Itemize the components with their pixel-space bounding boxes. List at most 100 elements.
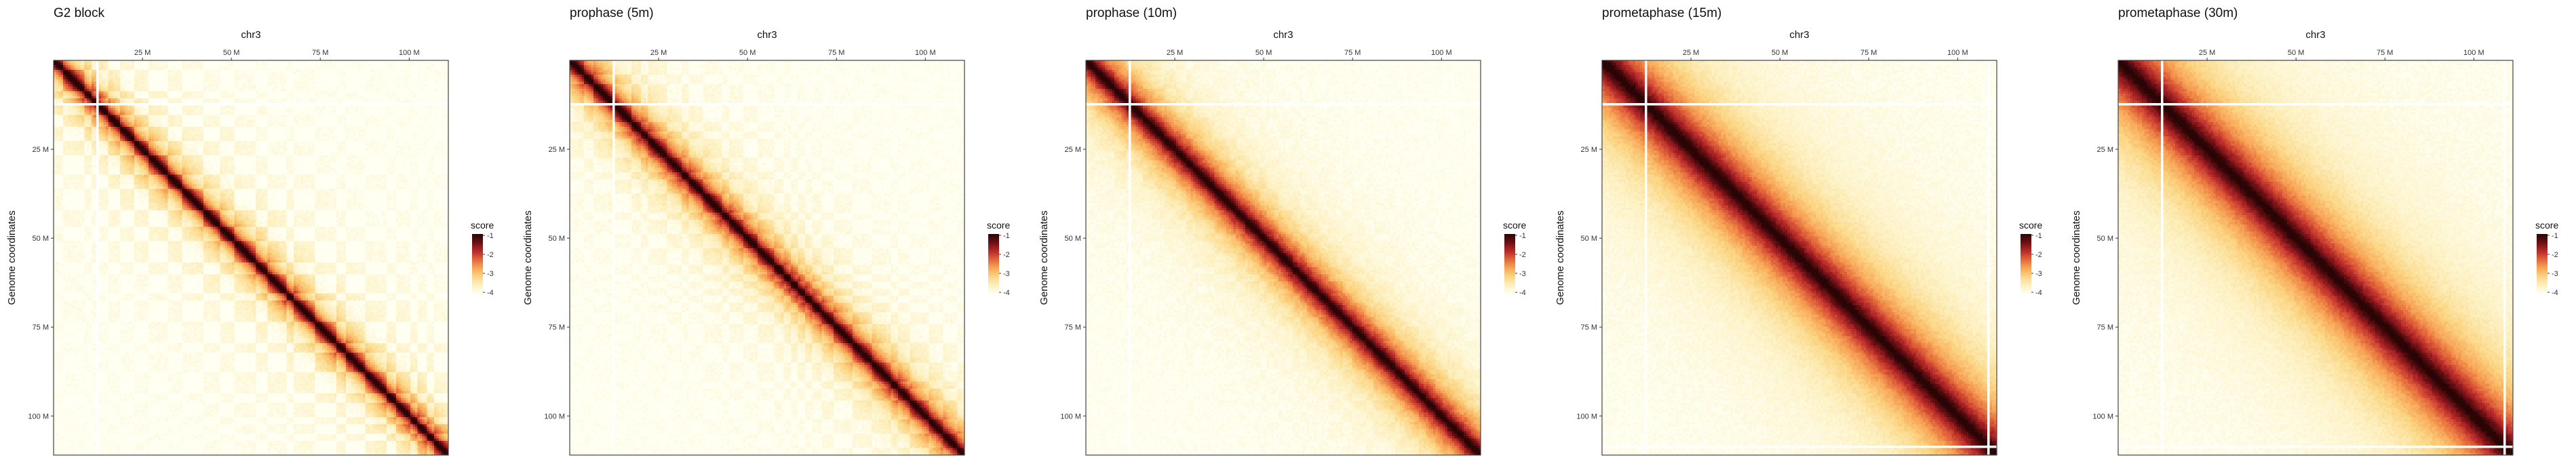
colorbar-tick-label: -4 xyxy=(2552,289,2558,297)
colorbar-tick-label: -2 xyxy=(1519,251,1526,259)
y-tick-label: 75 M xyxy=(1581,324,1597,332)
colorbar-tick-label: -2 xyxy=(2035,251,2042,259)
y-tick-label: 100 M xyxy=(28,412,49,420)
colorbar-tick-label: -3 xyxy=(1519,270,1526,278)
y-axis-label: Genome coordinates xyxy=(1555,210,1566,305)
x-tick-label: 75 M xyxy=(312,49,328,57)
colorbar-title: score xyxy=(471,220,494,231)
colorbar xyxy=(472,234,483,294)
chart-title: prophase (10m) xyxy=(1086,6,1177,20)
x-tick-label: 25 M xyxy=(650,49,667,57)
y-axis-label: Genome coordinates xyxy=(1038,210,1050,305)
y-tick-label: 75 M xyxy=(549,324,565,332)
y-tick-label: 50 M xyxy=(2097,235,2113,243)
colorbar-title: score xyxy=(2019,220,2042,231)
x-tick-label: 50 M xyxy=(223,49,239,57)
x-tick-label: 50 M xyxy=(739,49,756,57)
y-tick-label: 25 M xyxy=(1581,146,1597,154)
colorbar xyxy=(988,234,999,294)
x-tick-label: 25 M xyxy=(2199,49,2215,57)
colorbar-tick-label: -2 xyxy=(1003,251,1010,259)
colorbar-tick-label: -4 xyxy=(1003,289,1010,297)
plot-frame xyxy=(1601,60,1997,456)
y-axis-label: Genome coordinates xyxy=(6,210,18,305)
heatmap-panel-2: prophase (5m) chr3 Genome coordinates 25 M 2… xyxy=(522,6,1010,456)
heatmap-matrix xyxy=(54,60,448,455)
y-tick-label: 75 M xyxy=(33,324,49,332)
y-tick-label: 25 M xyxy=(2097,146,2113,154)
colorbar-tick-label: -4 xyxy=(2035,289,2042,297)
colorbar-title: score xyxy=(987,220,1010,231)
colorbar-tick-label: -1 xyxy=(487,232,494,240)
colorbar-tick-label: -1 xyxy=(1519,232,1526,240)
x-tick-label: 25 M xyxy=(1167,49,1183,57)
colorbar-tick-label: -4 xyxy=(1519,289,1526,297)
heatmap-matrix xyxy=(2118,60,2513,455)
colorbar-tick-label: -4 xyxy=(487,289,494,297)
y-tick-label: 50 M xyxy=(549,235,565,243)
y-tick-label: 50 M xyxy=(1581,235,1597,243)
plot-frame xyxy=(569,60,965,456)
x-tick-label: 75 M xyxy=(828,49,844,57)
heatmap-panel-5: prometaphase (30m) chr3 Genome coordinates… xyxy=(2071,6,2558,456)
x-axis-label: chr3 xyxy=(2305,29,2325,41)
colorbar-tick-label: -1 xyxy=(1003,232,1010,240)
plot-frame xyxy=(1085,60,1481,456)
heatmap-matrix xyxy=(1602,60,1997,455)
x-axis-label: chr3 xyxy=(1789,29,1809,41)
heatmap-panel-3: prophase (10m) chr3 Genome coordinates 25 M… xyxy=(1038,6,1526,456)
colorbar-title: score xyxy=(1503,220,1526,231)
colorbar-tick-label: -1 xyxy=(2552,232,2558,240)
x-axis-label: chr3 xyxy=(1273,29,1293,41)
x-tick-label: 75 M xyxy=(2377,49,2393,57)
y-tick-label: 25 M xyxy=(549,146,565,154)
y-tick-label: 25 M xyxy=(1065,146,1081,154)
y-tick-label: 100 M xyxy=(1060,412,1081,420)
colorbar-title: score xyxy=(2535,220,2558,231)
x-tick-label: 25 M xyxy=(134,49,151,57)
x-tick-label: 100 M xyxy=(915,49,936,57)
x-tick-label: 75 M xyxy=(1860,49,1877,57)
y-tick-label: 50 M xyxy=(1065,235,1081,243)
colorbar-tick-label: -2 xyxy=(487,251,494,259)
plot-frame xyxy=(2118,60,2514,456)
colorbar xyxy=(2537,234,2548,294)
y-axis-label: Genome coordinates xyxy=(2071,210,2082,305)
colorbar-tick-label: -1 xyxy=(2035,232,2042,240)
chart-title: prophase (5m) xyxy=(570,6,654,20)
x-tick-label: 100 M xyxy=(1947,49,1968,57)
y-tick-label: 100 M xyxy=(2092,412,2113,420)
heatmap-panel-1: G2 block chr3 Genome coordinates 25 M 25 M 50… xyxy=(6,6,494,456)
colorbar-tick-label: -2 xyxy=(2552,251,2558,259)
chart-title: prometaphase (30m) xyxy=(2118,6,2238,20)
x-tick-label: 75 M xyxy=(1344,49,1361,57)
x-tick-label: 100 M xyxy=(2463,49,2484,57)
x-tick-label: 50 M xyxy=(1255,49,1272,57)
x-axis-label: chr3 xyxy=(241,29,260,41)
colorbar xyxy=(1504,234,1515,294)
y-tick-label: 50 M xyxy=(33,235,49,243)
chart-title: prometaphase (15m) xyxy=(1602,6,1721,20)
y-tick-label: 75 M xyxy=(1065,324,1081,332)
plot-frame xyxy=(53,60,449,456)
chart-title: G2 block xyxy=(54,6,104,20)
y-tick-label: 100 M xyxy=(1576,412,1597,420)
y-tick-label: 25 M xyxy=(33,146,49,154)
colorbar xyxy=(2021,234,2031,294)
y-axis-label: Genome coordinates xyxy=(522,210,534,305)
y-tick-label: 100 M xyxy=(544,412,565,420)
x-tick-label: 25 M xyxy=(1683,49,1699,57)
y-tick-label: 75 M xyxy=(2097,324,2113,332)
x-tick-label: 100 M xyxy=(1431,49,1452,57)
x-tick-label: 50 M xyxy=(1772,49,1788,57)
x-tick-label: 100 M xyxy=(399,49,420,57)
heatmap-matrix xyxy=(570,60,964,455)
colorbar-tick-label: -3 xyxy=(2035,270,2042,278)
x-axis-label: chr3 xyxy=(757,29,777,41)
colorbar-tick-label: -3 xyxy=(487,270,494,278)
x-tick-label: 50 M xyxy=(2288,49,2304,57)
heatmap-panel-4: prometaphase (15m) chr3 Genome coordinates… xyxy=(1555,6,2042,456)
colorbar-tick-label: -3 xyxy=(2552,270,2558,278)
